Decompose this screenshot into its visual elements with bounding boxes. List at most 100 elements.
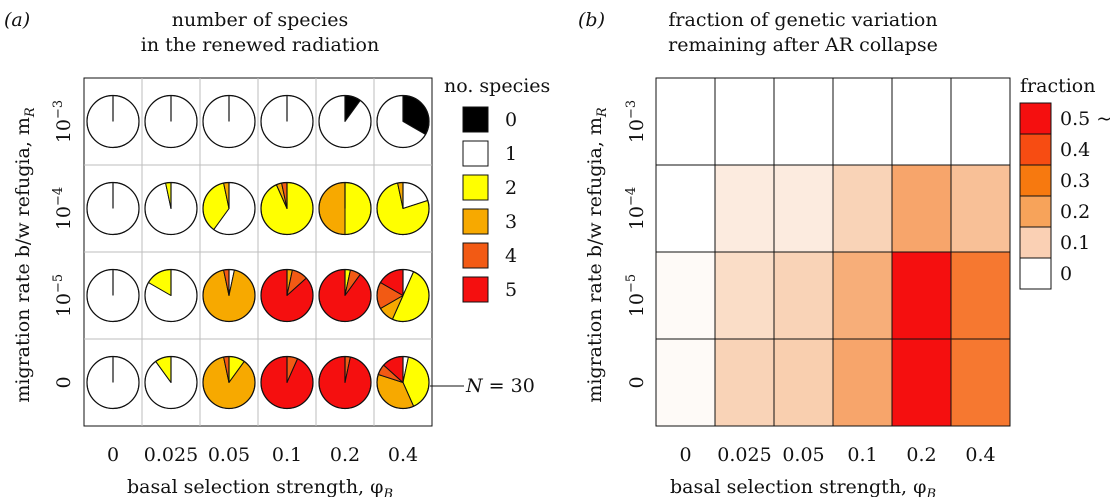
panel-b: (b) fraction of genetic variation remain… — [578, 9, 1110, 497]
panel-b-x-axis-label: basal selection strength, φB — [670, 476, 936, 497]
pie-outline — [202, 268, 256, 323]
heatmap-cell — [714, 338, 775, 427]
annotation-text: N = 30 — [465, 375, 535, 397]
panel-b-title-line-2: remaining after AR collapse — [668, 34, 938, 56]
colorbar-swatch — [1019, 195, 1052, 228]
panel-b-x-tick-label: 0.2 — [906, 444, 936, 466]
pie-chart — [376, 94, 430, 149]
pie-chart — [318, 94, 372, 149]
panel-a-x-tick-label: 0.4 — [388, 444, 418, 466]
panel-b-title-line-1: fraction of genetic variation — [668, 9, 937, 31]
panel-b-y-tick-label: 10−3 — [624, 100, 648, 143]
pie-outline — [260, 94, 314, 149]
pie-outline — [86, 268, 140, 323]
pie-outline — [144, 355, 198, 410]
heatmap-cell — [714, 251, 775, 340]
legend-label: 1 — [505, 143, 517, 165]
legend-label: 0 — [505, 109, 517, 131]
panel-a-title-line-1: number of species — [172, 9, 348, 31]
colorbar-label: 0 — [1060, 263, 1072, 285]
heatmap-cell — [950, 77, 1011, 166]
panel-b-y-axis-label: migration rate b/w refugia, mR — [584, 107, 610, 403]
pie-outline — [202, 94, 256, 149]
pie-outline — [376, 355, 430, 410]
pie-outline — [260, 268, 314, 323]
panel-b-y-tick-label: 10−5 — [624, 274, 648, 317]
pie-chart — [260, 355, 314, 410]
pie-outline — [144, 181, 198, 236]
heatmap-cell — [655, 77, 716, 166]
pie-chart — [318, 268, 372, 323]
pie-chart — [376, 355, 430, 410]
pie-chart — [318, 355, 372, 410]
pie-outline — [86, 355, 140, 410]
pie-outline — [318, 94, 372, 149]
panel-a-label: (a) — [4, 9, 30, 31]
panel-b-label: (b) — [578, 9, 605, 31]
colorbar-swatch — [1019, 164, 1052, 197]
legend-label: 5 — [505, 279, 517, 301]
panel-a-legend: 0 1 2 3 4 5 — [462, 106, 517, 303]
legend-swatch — [462, 140, 489, 167]
heatmap-cell — [950, 338, 1011, 427]
heatmap-cell — [832, 164, 893, 253]
pie-chart — [318, 181, 372, 236]
pie-outline — [260, 355, 314, 410]
legend-swatch — [462, 276, 489, 303]
heatmap-cell — [773, 164, 834, 253]
panel-a-grid — [83, 77, 433, 427]
heatmap-cell — [832, 338, 893, 427]
heatmap-cell — [832, 77, 893, 166]
panel-a-title-line-2: in the renewed radiation — [141, 34, 379, 56]
panel-b-legend-title: fraction — [1020, 75, 1095, 97]
pie-chart — [376, 268, 430, 323]
pie-chart — [376, 181, 430, 236]
pie-slice — [318, 182, 346, 235]
panel-a-x-tick-label: 0.05 — [208, 444, 250, 466]
pie-chart — [86, 355, 140, 410]
legend-swatch — [462, 208, 489, 235]
pie-chart — [202, 355, 256, 410]
colorbar-label: 0.2 — [1060, 201, 1090, 223]
heatmap-cell — [773, 338, 834, 427]
colorbar-swatch — [1019, 257, 1052, 290]
panel-a-legend-title: no. species — [444, 75, 550, 97]
heatmap-cell — [714, 77, 775, 166]
pie-chart — [202, 181, 256, 236]
panel-a-y-tick-label: 10−5 — [51, 274, 75, 317]
heatmap-cell — [950, 251, 1011, 340]
legend-label: 4 — [505, 245, 517, 267]
pie-chart — [86, 268, 140, 323]
pie-chart — [144, 181, 198, 236]
heatmap-cell — [655, 164, 716, 253]
panel-a-x-tick-label: 0.2 — [330, 444, 360, 466]
colorbar-label: 0.1 — [1060, 232, 1090, 254]
pie-outline — [376, 181, 430, 236]
heatmap-cell — [773, 77, 834, 166]
pie-chart — [86, 181, 140, 236]
pie-chart — [86, 94, 140, 149]
pie-outline — [86, 181, 140, 236]
heatmap-cell — [714, 164, 775, 253]
legend-swatch — [462, 174, 489, 201]
panel-a-y-tick-label: 0 — [53, 376, 75, 388]
pie-slice — [344, 182, 372, 235]
heatmap-cell — [832, 251, 893, 340]
legend-label: 3 — [505, 211, 517, 233]
heatmap-cell — [891, 338, 952, 427]
panel-a-x-tick-label: 0.1 — [272, 444, 302, 466]
panel-a-y-tick-label: 10−3 — [51, 100, 75, 143]
panel-b-x-tick-label: 0.025 — [717, 444, 771, 466]
pie-outline — [202, 181, 256, 236]
pie-outline — [318, 268, 372, 323]
heatmap-cell — [891, 77, 952, 166]
legend-label: 2 — [505, 177, 517, 199]
heatmap-cell — [655, 338, 716, 427]
pie-chart — [144, 94, 198, 149]
panel-b-x-tick-label: 0.1 — [847, 444, 877, 466]
panel-a-x-ticks: 0 0.025 0.05 0.1 0.2 0.4 — [107, 444, 418, 466]
panel-b-x-tick-label: 0.05 — [782, 444, 824, 466]
pie-chart — [260, 268, 314, 323]
pie-outline — [318, 181, 372, 236]
